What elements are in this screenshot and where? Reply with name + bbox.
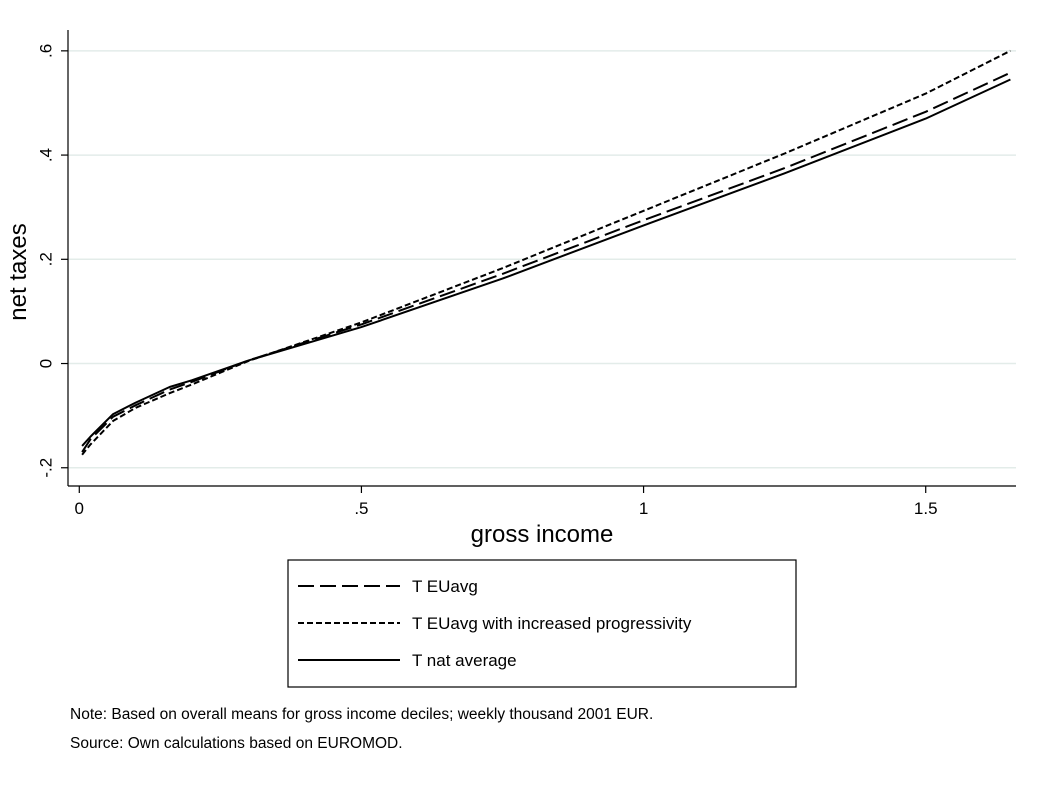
x-tick-label-2: 1 (639, 499, 648, 518)
gridlines (68, 50, 1016, 469)
legend-label-1: T EUavg with increased progressivity (412, 614, 692, 633)
x-tick-label-3: 1.5 (914, 499, 938, 518)
axes (61, 30, 1016, 493)
series-line-2 (81, 78, 1011, 447)
line-chart: 0 .5 1 1.5 -.2 0 .2 .4 .6 gross income net taxes… (5, 30, 1016, 688)
y-tick-label-1: 0 (37, 359, 56, 368)
y-tick-label-2: .2 (37, 252, 56, 266)
y-tick-label-4: .6 (37, 44, 56, 58)
x-tick-label-0: 0 (75, 499, 84, 518)
y-tick-label-3: .4 (37, 148, 56, 162)
y-axis-label: net taxes (5, 223, 32, 320)
note-text: Note: Based on overall means for gross i… (70, 706, 654, 723)
x-tick-label-1: .5 (354, 499, 368, 518)
legend-label-2: T nat average (412, 651, 517, 670)
series-line-0 (81, 71, 1011, 453)
y-tick-label-0: -.2 (37, 458, 56, 478)
series-line-1 (81, 49, 1011, 456)
source-text: Source: Own calculations based on EUROMO… (70, 735, 403, 752)
tick-labels: 0 .5 1 1.5 -.2 0 .2 .4 .6 (37, 44, 938, 518)
legend-label-0: T EUavg (412, 577, 478, 596)
series-lines (81, 49, 1011, 456)
legend: T EUavg T EUavg with increased progressiv… (287, 559, 797, 688)
x-axis-label: gross income (471, 521, 614, 548)
